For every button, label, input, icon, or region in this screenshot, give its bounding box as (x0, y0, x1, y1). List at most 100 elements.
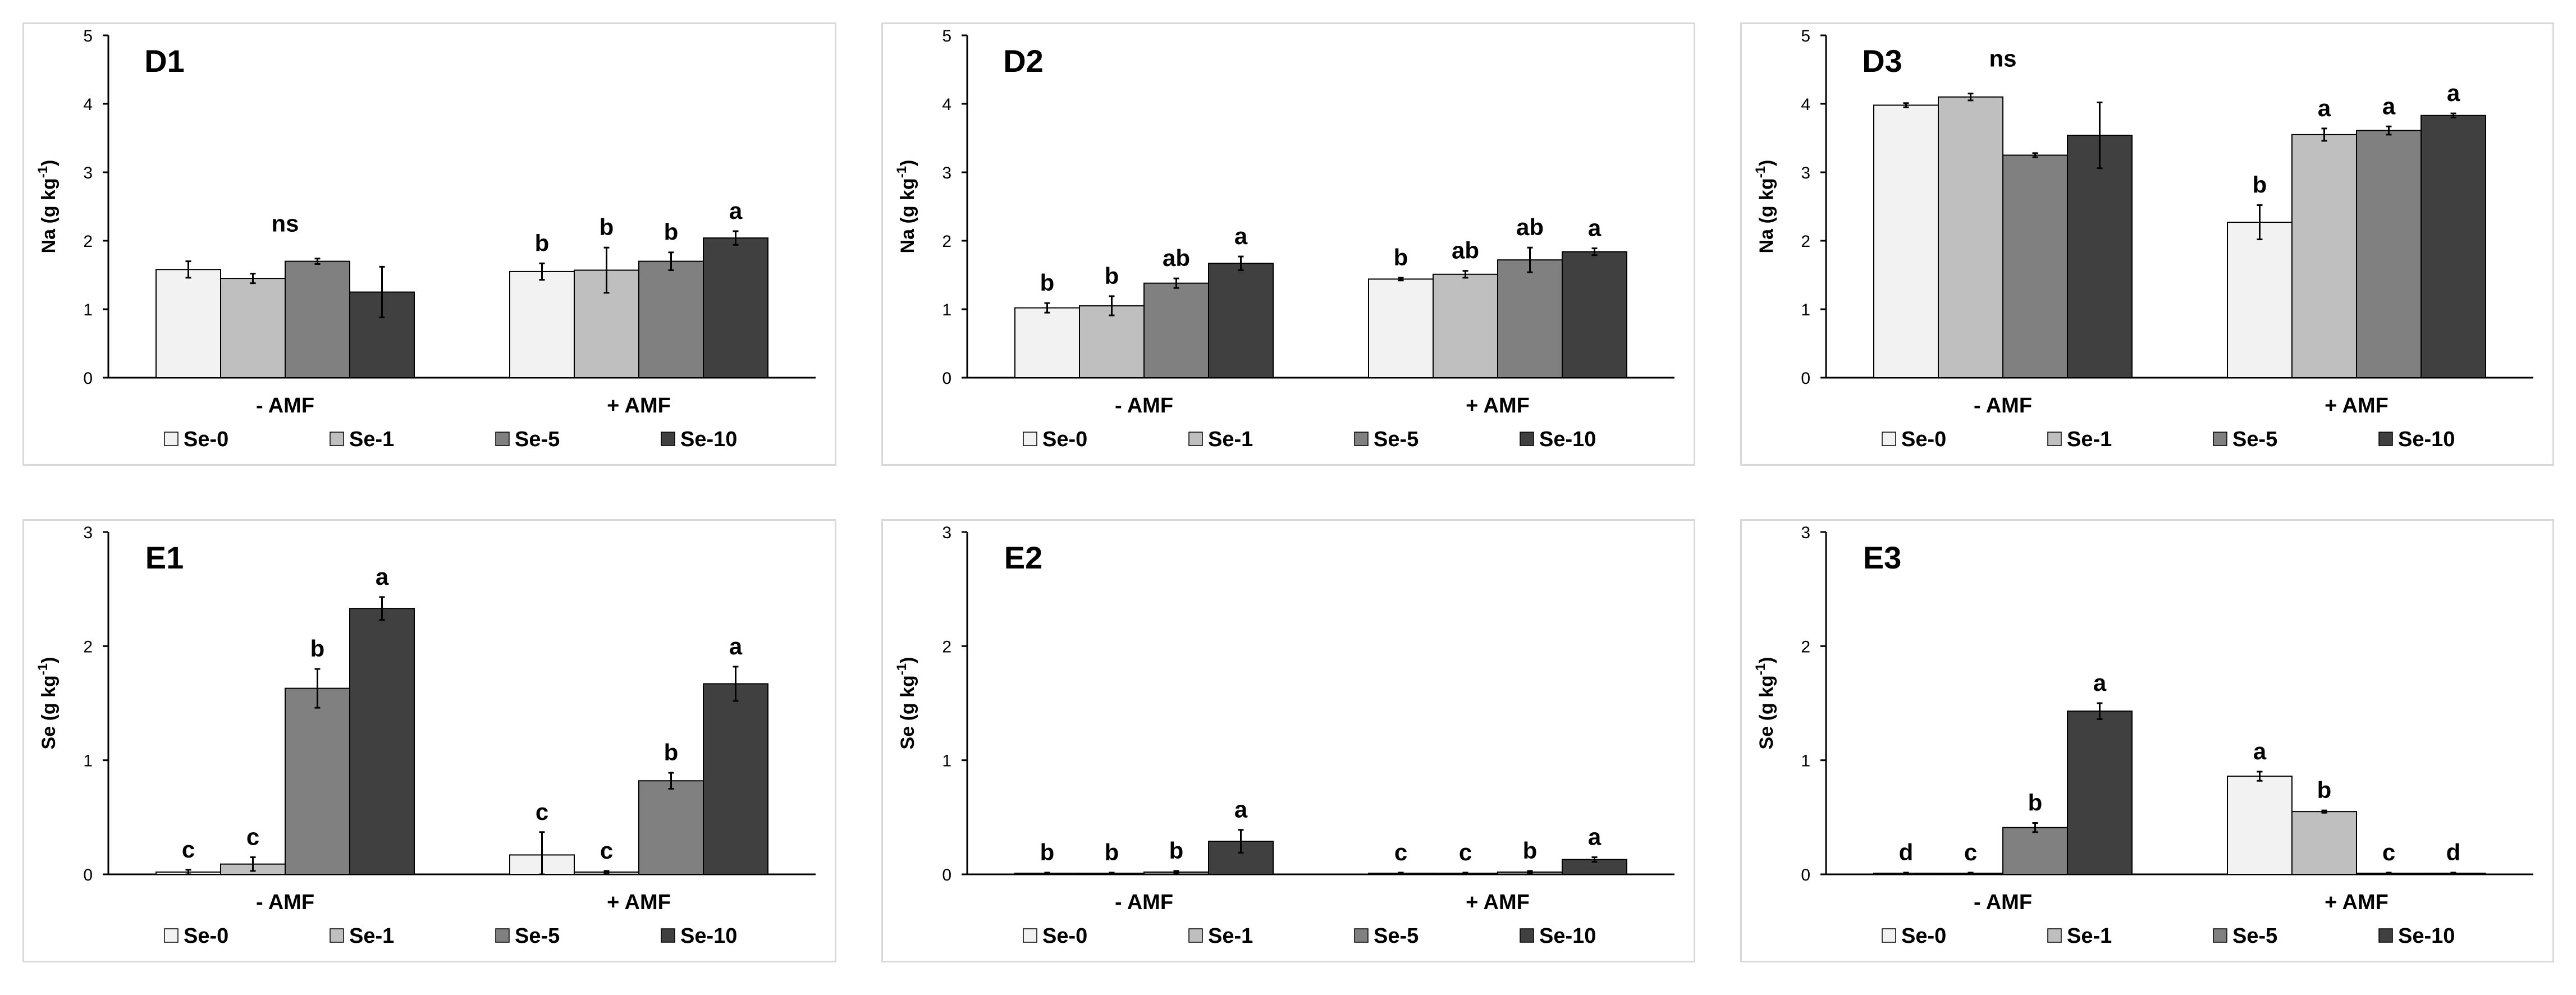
y-axis-title-tail: ) (897, 160, 918, 166)
significance-label: a (2382, 93, 2396, 119)
bar-se-1 (1079, 305, 1145, 378)
x-category-label: + AMF (607, 891, 671, 914)
group-significance-label: ns (1989, 45, 2016, 72)
x-category-label: - AMF (1974, 394, 2032, 418)
y-tick-label: 0 (1801, 369, 1810, 388)
x-category-label: - AMF (1115, 394, 1173, 418)
x-category-label: + AMF (1466, 891, 1530, 914)
legend-label: Se-0 (184, 428, 228, 451)
y-tick-label: 0 (83, 369, 93, 388)
x-category-label: + AMF (607, 394, 671, 418)
bar-se-0 (1014, 307, 1080, 378)
significance-label: b (1105, 839, 1119, 865)
bar-se-1 (2291, 811, 2357, 875)
x-category-label: + AMF (2325, 891, 2389, 914)
y-tick-label: 3 (83, 524, 93, 542)
legend-swatch (330, 432, 344, 446)
bar-se-10 (2067, 710, 2133, 875)
legend-label: Se-5 (1374, 428, 1419, 451)
legend-label: Se-0 (1901, 924, 1946, 948)
y-tick-label: 1 (942, 301, 951, 319)
y-tick-label: 3 (1801, 524, 1810, 542)
significance-label: b (600, 214, 614, 240)
y-tick-label: 3 (942, 524, 951, 542)
y-axis-title-main: Na (g kg (897, 178, 918, 253)
bar-se-5 (1143, 282, 1209, 379)
legend-label: Se-1 (349, 924, 394, 948)
significance-label: c (2382, 839, 2395, 865)
significance-label: c (1964, 839, 1977, 865)
legend-swatch (2213, 432, 2227, 446)
legend-swatch (2378, 432, 2393, 446)
y-axis-title-tail: ) (897, 657, 918, 663)
y-tick-label: 2 (83, 638, 93, 656)
y-tick-label: 0 (942, 866, 951, 884)
legend-label: Se-5 (515, 924, 560, 948)
y-tick-label: 3 (1801, 164, 1810, 182)
bar-se-0 (155, 269, 221, 378)
y-tick-label: 4 (942, 95, 951, 114)
y-tick-label: 1 (1801, 752, 1810, 771)
bar-se-0 (2227, 222, 2293, 378)
chart-panel-d2: 0 1 2 3 4 5 Na (g kg-1) D2 b b ab a - AMF b ab ab a + AMF… (881, 22, 1695, 466)
y-axis-title: Se (g kg-1) (1753, 657, 1777, 750)
legend-label: Se-10 (1539, 428, 1596, 451)
panel-title: E2 (1004, 540, 1043, 575)
significance-label: a (376, 563, 389, 590)
legend-label: Se-1 (2067, 428, 2112, 451)
legend-swatch (2047, 928, 2062, 943)
significance-label: c (600, 837, 613, 864)
significance-label: a (1588, 214, 1602, 241)
chart-panel-e3: 0 1 2 3 Se (g kg-1) E3 d c b a - AMF a b c d + AMF Se-0 S… (1740, 519, 2554, 962)
y-axis-title-tail: ) (38, 657, 60, 663)
y-tick-label: 2 (1801, 638, 1810, 656)
bar-se-5 (285, 260, 350, 378)
legend-label: Se-10 (1539, 924, 1596, 948)
legend-swatch (1188, 432, 1203, 446)
legend-swatch (2213, 928, 2227, 943)
x-category-label: - AMF (1974, 891, 2032, 914)
significance-label: a (2253, 738, 2267, 764)
chart-panel-e2: 0 1 2 3 Se (g kg-1) E2 b b b a - AMF c c b a + AMF Se-0 S… (881, 519, 1695, 962)
legend-swatch (1354, 432, 1369, 446)
y-tick-label: 3 (83, 164, 93, 182)
bar-se-0 (2227, 776, 2293, 875)
y-tick-label: 1 (942, 752, 951, 771)
significance-label: b (1040, 269, 1055, 296)
y-axis-title-main: Se (g kg (897, 675, 918, 749)
group-significance-label: ns (271, 210, 299, 237)
legend-swatch (1882, 928, 1896, 943)
y-axis-title-main: Na (g kg (1756, 178, 1777, 253)
y-tick-label: 2 (83, 232, 93, 251)
significance-label: b (2317, 777, 2332, 803)
x-category-label: - AMF (256, 394, 314, 418)
legend-swatch (164, 928, 179, 943)
y-tick-label: 5 (942, 27, 951, 45)
y-axis-title: Se (g kg-1) (35, 657, 60, 750)
significance-label: a (729, 198, 743, 224)
y-axis-title: Se (g kg-1) (894, 657, 918, 750)
bar-se-1 (1433, 273, 1498, 378)
bar-se-5 (2002, 827, 2068, 875)
panel-title: D3 (1862, 43, 1902, 79)
significance-label: c (182, 836, 195, 863)
chart-svg: 0 1 2 3 4 5 Na (g kg-1) D2 b b ab a - AMF b ab ab a + AMF… (894, 27, 1674, 451)
y-axis-title: Na (g kg-1) (35, 160, 60, 254)
legend-swatch (1023, 432, 1037, 446)
panel-title: E1 (145, 540, 184, 575)
legend-label: Se-5 (2232, 428, 2277, 451)
legend-label: Se-0 (1901, 428, 1946, 451)
y-tick-label: 0 (942, 369, 951, 388)
chart-svg: 0 1 2 3 Se (g kg-1) E1 c c b a - AMF c c b a + AMF Se-0 S… (35, 524, 816, 948)
significance-label: a (2318, 95, 2331, 121)
bar-se-5 (638, 780, 704, 875)
legend-label: Se-0 (1042, 428, 1087, 451)
x-category-label: + AMF (1466, 394, 1530, 418)
y-tick-label: 2 (942, 638, 951, 656)
significance-label: b (310, 635, 325, 662)
legend-label: Se-1 (349, 428, 394, 451)
bar-se-5 (2002, 154, 2068, 378)
x-category-label: - AMF (1115, 891, 1173, 914)
y-axis-title-sup: -1 (894, 663, 909, 675)
legend-label: Se-1 (1208, 428, 1253, 451)
